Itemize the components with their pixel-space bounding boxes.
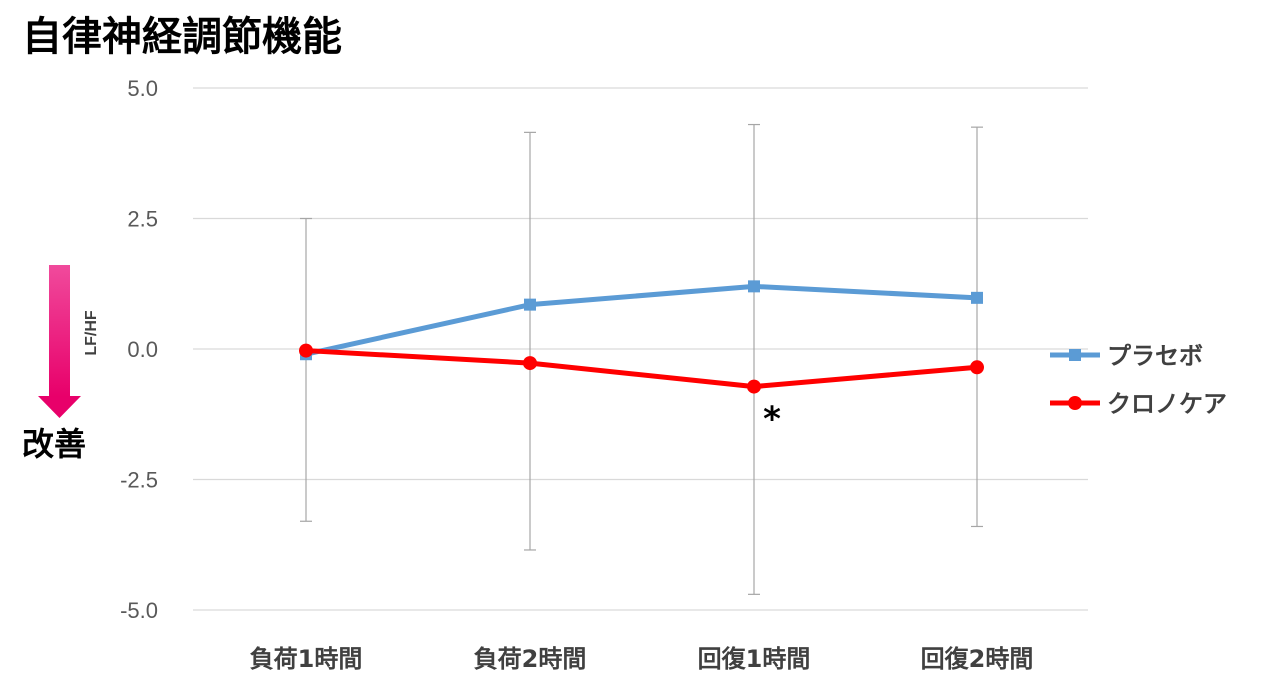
annotations: * [763, 400, 781, 440]
legend-label: クロノケア [1107, 390, 1227, 418]
data-point [747, 379, 761, 394]
y-tick-label: -5.0 [120, 598, 158, 623]
series-line [305, 283, 978, 357]
data-point [970, 360, 984, 375]
y-tick-label: 2.5 [127, 207, 158, 232]
y-axis-ticks: 5.0 2.5 0.0 -2.5 -5.0 [120, 76, 158, 623]
data-point [523, 356, 537, 371]
legend-label: プラセボ [1107, 342, 1203, 370]
legend-marker [1068, 396, 1082, 410]
y-tick-label: 5.0 [127, 76, 158, 101]
chart-title: 自律神経調節機能 [22, 14, 342, 60]
data-point [299, 343, 313, 358]
x-tick-label: 回復1時間 [698, 645, 811, 673]
series-line [305, 348, 978, 390]
improve-arrow-icon [38, 265, 81, 418]
series-markers [299, 280, 984, 394]
error-bars [300, 123, 983, 595]
data-point [971, 291, 983, 304]
y-tick-label: 0.0 [127, 337, 158, 362]
legend-marker [1069, 349, 1081, 361]
x-tick-label: 負荷2時間 [474, 645, 587, 673]
data-point [524, 298, 536, 311]
x-tick-label: 回復2時間 [921, 645, 1034, 673]
gridlines [193, 87, 1088, 611]
data-point [748, 280, 760, 293]
x-tick-label: 負荷1時間 [250, 645, 363, 673]
significance-marker: * [763, 400, 781, 440]
x-axis-ticks: 負荷1時間 負荷2時間 回復1時間 回復2時間 [250, 645, 1034, 673]
y-tick-label: -2.5 [120, 468, 158, 493]
y-axis-label: LF/HF [83, 310, 100, 356]
improve-label: 改善 [22, 425, 86, 463]
series-lines [305, 283, 978, 390]
